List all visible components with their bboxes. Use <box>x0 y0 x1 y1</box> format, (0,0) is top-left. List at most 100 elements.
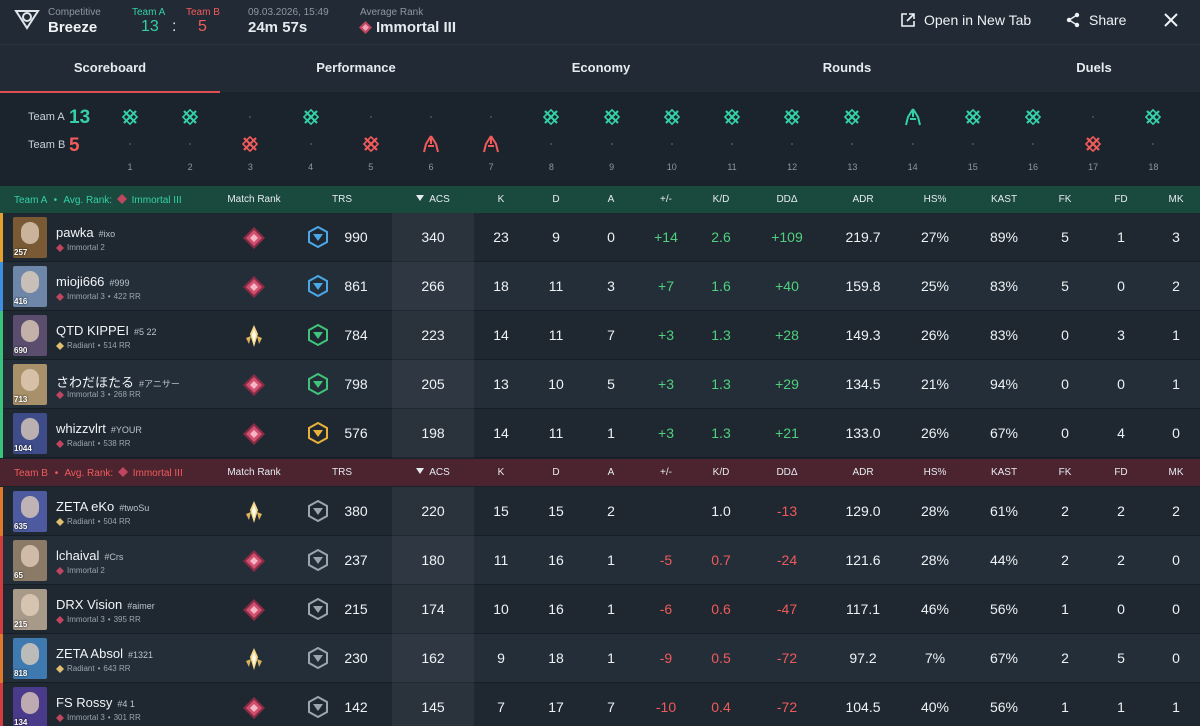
round-column[interactable]: 5 <box>351 93 391 181</box>
round-column[interactable]: 7 <box>471 93 511 181</box>
team-a-col-match-rank[interactable]: Match Rank <box>227 194 281 205</box>
tab-scoreboard[interactable]: Scoreboard <box>0 45 220 93</box>
team-a-col-deaths[interactable]: D <box>552 194 560 205</box>
team-a-col-first-kills[interactable]: FK <box>1058 194 1072 205</box>
player-rr: 301 RR <box>113 713 141 722</box>
player-name-group[interactable]: pawka #ixo <box>56 225 115 240</box>
round-column[interactable]: 13 <box>832 93 872 181</box>
player-row[interactable]: 690 QTD KIPPEI #5 22 Radiant • 514 RR 784 223 14… <box>0 311 1200 360</box>
team-a-col-adr[interactable]: ADR <box>852 194 874 205</box>
share-button[interactable]: Share <box>1065 12 1126 28</box>
rank-small-icon <box>56 615 64 624</box>
round-column[interactable]: 1 <box>110 93 150 181</box>
player-row[interactable]: 215 DRX Vision #aimer Immortal 3 • 395 RR 215 1… <box>0 585 1200 634</box>
round-column[interactable]: 10 <box>652 93 692 181</box>
acs-highlight <box>392 634 474 683</box>
sort-desc-icon <box>416 468 425 474</box>
player-name-group[interactable]: さわだほたる #アニサー <box>56 372 180 391</box>
team-a-col-multi-kills[interactable]: MK <box>1168 194 1184 205</box>
player-name-group[interactable]: ZETA eKo #twoSu <box>56 499 149 514</box>
round-column[interactable]: 18 <box>1133 93 1173 181</box>
tab-duels[interactable]: Duels <box>1076 60 1112 75</box>
round-column[interactable]: 11 <box>712 93 752 181</box>
round-column[interactable]: 17 <box>1073 93 1113 181</box>
player-name: DRX Vision <box>56 597 123 612</box>
team-a-col-hs-percent[interactable]: HS% <box>923 194 947 205</box>
team-b-col-first-deaths[interactable]: FD <box>1114 467 1128 478</box>
round-number: 7 <box>488 162 494 172</box>
player-name-group[interactable]: lchaival #Crs <box>56 548 123 563</box>
stat-first-deaths: 1 <box>1117 699 1125 715</box>
player-row[interactable]: 818 ZETA Absol #1321 Radiant • 643 RR 230 162 9 1… <box>0 634 1200 683</box>
round-column[interactable]: 16 <box>1013 93 1053 181</box>
player-row[interactable]: 713 さわだほたる #アニサー Immortal 3 • 268 RR 798 205 13 1… <box>0 360 1200 409</box>
team-b-col-hs-percent[interactable]: HS% <box>923 467 947 478</box>
team-b-col-match-rank[interactable]: Match Rank <box>227 467 281 478</box>
team-a-col-first-deaths[interactable]: FD <box>1114 194 1128 205</box>
account-level: 713 <box>14 395 28 404</box>
tab-economy[interactable]: Economy <box>571 60 631 75</box>
round-column[interactable]: 8 <box>531 93 571 181</box>
player-row[interactable]: 134 FS Rossy #4 1 Immortal 3 • 301 RR 142 145 7 1… <box>0 683 1200 726</box>
team-b-col-multi-kills[interactable]: MK <box>1168 467 1184 478</box>
round-number: 1 <box>127 162 133 172</box>
player-name-group[interactable]: whizzvlrt #YOUR <box>56 421 142 436</box>
player-name: ZETA eKo <box>56 499 115 514</box>
team-b-col-first-kills[interactable]: FK <box>1058 467 1072 478</box>
team-b-col-dd-delta[interactable]: DDΔ <box>776 467 798 478</box>
team-a-col-acs[interactable]: ACS <box>392 194 474 205</box>
round-column[interactable]: 3 <box>230 93 270 181</box>
team-b-col-trs[interactable]: TRS <box>332 467 352 478</box>
team-b-col-kills[interactable]: K <box>497 467 505 478</box>
round-number: 8 <box>548 162 554 172</box>
round-column[interactable]: 9 <box>592 93 632 181</box>
round-column[interactable]: 15 <box>953 93 993 181</box>
trs-rating-icon <box>307 499 329 527</box>
tab-performance[interactable]: Performance <box>316 60 396 75</box>
team-a-col-assists[interactable]: A <box>607 194 615 205</box>
round-column[interactable]: 4 <box>291 93 331 181</box>
player-name-group[interactable]: ZETA Absol #1321 <box>56 646 153 661</box>
rank-separator: • <box>107 292 111 301</box>
open-new-tab-button[interactable]: Open in New Tab <box>900 12 1031 28</box>
team-a-col-kd[interactable]: K/D <box>712 194 730 205</box>
tab-rounds[interactable]: Rounds <box>822 60 872 75</box>
team-b-col-plus-minus[interactable]: +/- <box>660 467 672 478</box>
team-b-col-assists[interactable]: A <box>607 467 615 478</box>
stat-kills: 18 <box>493 278 509 294</box>
team-a-col-kast[interactable]: KAST <box>990 194 1018 205</box>
rounds-team-b-score: 5 <box>69 135 80 156</box>
stat-multi-kills: 1 <box>1172 327 1180 343</box>
team-a-col-trs[interactable]: TRS <box>332 194 352 205</box>
player-name-group[interactable]: mioji666 #999 <box>56 274 129 289</box>
agent-avatar: 65 <box>13 540 47 581</box>
team-b-col-acs[interactable]: ACS <box>392 467 474 478</box>
stat-assists: 1 <box>607 425 615 441</box>
stat-kast: 61% <box>989 503 1019 519</box>
team-a-col-kills[interactable]: K <box>497 194 505 205</box>
player-row[interactable]: 416 mioji666 #999 Immortal 3 • 422 RR 861 266 18… <box>0 262 1200 311</box>
player-rank: Immortal 2 <box>67 243 105 252</box>
team-a-col-plus-minus[interactable]: +/- <box>660 194 672 205</box>
round-column[interactable]: 14 <box>893 93 933 181</box>
stat-dd-delta: -13 <box>776 503 798 519</box>
player-row[interactable]: 257 pawka #ixo Immortal 2 990 340 23 9 0 +14 2.6 +1… <box>0 213 1200 262</box>
player-name-group[interactable]: QTD KIPPEI #5 22 <box>56 323 157 338</box>
team-b-col-kd[interactable]: K/D <box>712 467 730 478</box>
player-row[interactable]: 1044 whizzvlrt #YOUR Radiant • 538 RR 576 198 14… <box>0 409 1200 458</box>
round-column[interactable]: 2 <box>170 93 210 181</box>
round-column[interactable]: 12 <box>772 93 812 181</box>
round-column[interactable]: 6 <box>411 93 451 181</box>
stat-adr: 121.6 <box>845 552 881 568</box>
player-row[interactable]: 65 lchaival #Crs Immortal 2 237 180 11 16 1 -5 0.7… <box>0 536 1200 585</box>
player-name-group[interactable]: FS Rossy #4 1 <box>56 695 135 710</box>
team-b-col-adr[interactable]: ADR <box>852 467 874 478</box>
player-row[interactable]: 635 ZETA eKo #twoSu Radiant • 504 RR 380 220 15 1… <box>0 487 1200 536</box>
close-icon[interactable] <box>1163 12 1179 28</box>
team-a-col-dd-delta[interactable]: DDΔ <box>776 194 798 205</box>
account-level: 134 <box>14 718 28 726</box>
player-rank-info: Immortal 3 • 395 RR <box>56 615 141 624</box>
team-b-col-deaths[interactable]: D <box>552 467 560 478</box>
player-name-group[interactable]: DRX Vision #aimer <box>56 597 155 612</box>
team-b-col-kast[interactable]: KAST <box>990 467 1018 478</box>
